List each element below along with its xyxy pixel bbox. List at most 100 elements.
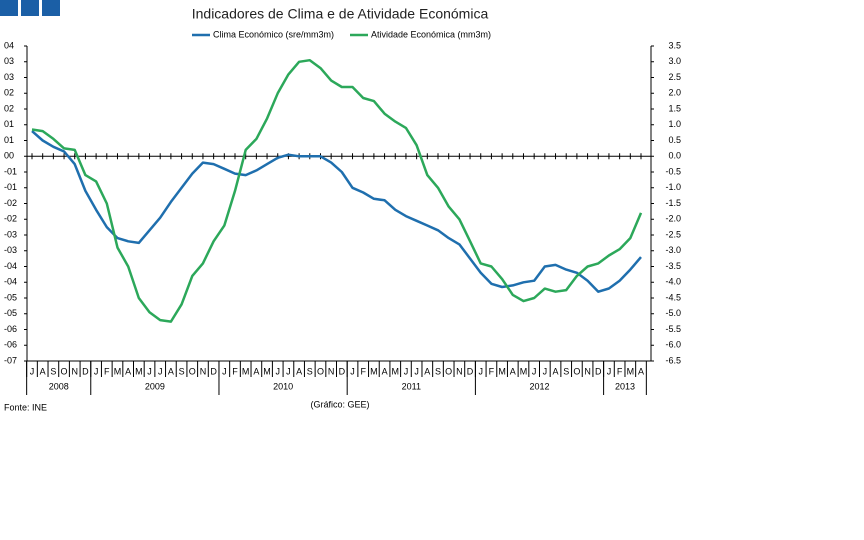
- x-tick-label: J: [543, 366, 548, 376]
- y-tick-label: -04: [4, 277, 17, 287]
- x-tick-label: S: [307, 366, 313, 376]
- logo-square: [21, 0, 39, 16]
- x-tick-label: O: [317, 366, 324, 376]
- x-tick-label: J: [30, 366, 35, 376]
- year-label: 2011: [402, 381, 421, 391]
- y2-tick-label: -5.5: [665, 324, 681, 334]
- year-label: 2009: [145, 381, 165, 391]
- year-label: 2010: [273, 381, 293, 391]
- y2-tick-label: -1.5: [665, 198, 681, 208]
- x-tick-label: M: [114, 366, 122, 376]
- x-tick-label: A: [168, 366, 174, 376]
- y-tick-label: 01: [4, 119, 14, 129]
- y-tick-label: 04: [4, 40, 14, 50]
- y2-tick-label: 2.5: [668, 72, 681, 82]
- y2-tick-label: -4.5: [665, 292, 681, 302]
- y-tick-label: -04: [4, 261, 17, 271]
- x-tick-label: J: [158, 366, 163, 376]
- x-tick-label: M: [263, 366, 271, 376]
- series-line: [31, 130, 642, 293]
- year-label: 2008: [49, 381, 69, 391]
- y2-tick-label: 2.0: [668, 88, 681, 98]
- x-tick-label: J: [404, 366, 409, 376]
- x-tick-label: J: [607, 366, 612, 376]
- chart-title: Indicadores de Clima e de Atividade Econ…: [192, 6, 489, 22]
- y-tick-label: -05: [4, 292, 17, 302]
- y-tick-label: -01: [4, 182, 17, 192]
- x-tick-label: J: [222, 366, 227, 376]
- y2-tick-label: -4.0: [665, 277, 681, 287]
- y-tick-label: 01: [4, 135, 14, 145]
- y2-tick-label: 3.0: [668, 56, 681, 66]
- x-tick-label: M: [520, 366, 528, 376]
- y-tick-label: -01: [4, 166, 17, 176]
- x-tick-label: S: [435, 366, 441, 376]
- x-tick-label: O: [61, 366, 68, 376]
- x-tick-label: O: [189, 366, 196, 376]
- y-tick-label: -03: [4, 229, 17, 239]
- x-tick-label: J: [286, 366, 291, 376]
- x-tick-label: J: [478, 366, 483, 376]
- y2-tick-label: -3.0: [665, 245, 681, 255]
- x-tick-label: A: [382, 366, 388, 376]
- y2-tick-label: 1.0: [668, 119, 681, 129]
- x-tick-label: M: [370, 366, 378, 376]
- x-tick-label: A: [424, 366, 430, 376]
- x-tick-label: D: [467, 366, 474, 376]
- year-label: 2012: [529, 381, 549, 391]
- x-tick-label: M: [498, 366, 506, 376]
- x-tick-label: J: [532, 366, 537, 376]
- y2-tick-label: -3.5: [665, 261, 681, 271]
- y2-tick-label: -6.0: [665, 340, 681, 350]
- y-tick-label: 02: [4, 88, 14, 98]
- y-tick-label: 00: [4, 151, 14, 161]
- y-tick-label: 02: [4, 103, 14, 113]
- x-tick-label: F: [232, 366, 238, 376]
- y2-tick-label: -1.0: [665, 182, 681, 192]
- source: Fonte: INE: [4, 402, 47, 412]
- y2-tick-label: -6.5: [665, 355, 681, 365]
- x-tick-label: N: [71, 366, 78, 376]
- legend-label: Atividade Económica (mm3m): [371, 29, 491, 39]
- logo-square: [0, 0, 18, 16]
- x-tick-label: A: [40, 366, 46, 376]
- x-tick-label: N: [328, 366, 335, 376]
- x-tick-label: A: [125, 366, 131, 376]
- year-label: 2013: [615, 381, 635, 391]
- x-tick-label: S: [50, 366, 56, 376]
- x-tick-label: A: [253, 366, 259, 376]
- y2-tick-label: -5.0: [665, 308, 681, 318]
- y2-tick-label: 3.5: [668, 40, 681, 50]
- x-tick-label: A: [296, 366, 302, 376]
- x-tick-label: A: [510, 366, 516, 376]
- x-tick-label: F: [104, 366, 110, 376]
- logo-square: [42, 0, 60, 16]
- x-tick-label: M: [392, 366, 400, 376]
- y-tick-label: -05: [4, 308, 17, 318]
- y2-tick-label: 0.5: [668, 135, 681, 145]
- legend-label: Clima Económico (sre/mm3m): [213, 29, 334, 39]
- x-tick-label: S: [179, 366, 185, 376]
- y-tick-label: -07: [4, 355, 17, 365]
- y2-tick-label: -0.5: [665, 166, 681, 176]
- x-tick-label: N: [200, 366, 207, 376]
- credit: (Gráfico: GEE): [310, 399, 369, 409]
- x-tick-label: O: [573, 366, 580, 376]
- y-tick-label: -06: [4, 324, 17, 334]
- y-tick-label: 03: [4, 72, 14, 82]
- x-tick-label: N: [456, 366, 463, 376]
- y-tick-label: -02: [4, 214, 17, 224]
- x-tick-label: J: [94, 366, 99, 376]
- x-tick-label: M: [135, 366, 143, 376]
- x-tick-label: S: [563, 366, 569, 376]
- x-tick-label: J: [147, 366, 152, 376]
- x-tick-label: F: [360, 366, 366, 376]
- x-tick-label: O: [445, 366, 452, 376]
- x-tick-label: D: [210, 366, 217, 376]
- series-line: [31, 58, 643, 323]
- y-tick-label: -06: [4, 340, 17, 350]
- y-tick-label: -02: [4, 198, 17, 208]
- y2-tick-label: -2.0: [665, 214, 681, 224]
- x-tick-label: D: [339, 366, 346, 376]
